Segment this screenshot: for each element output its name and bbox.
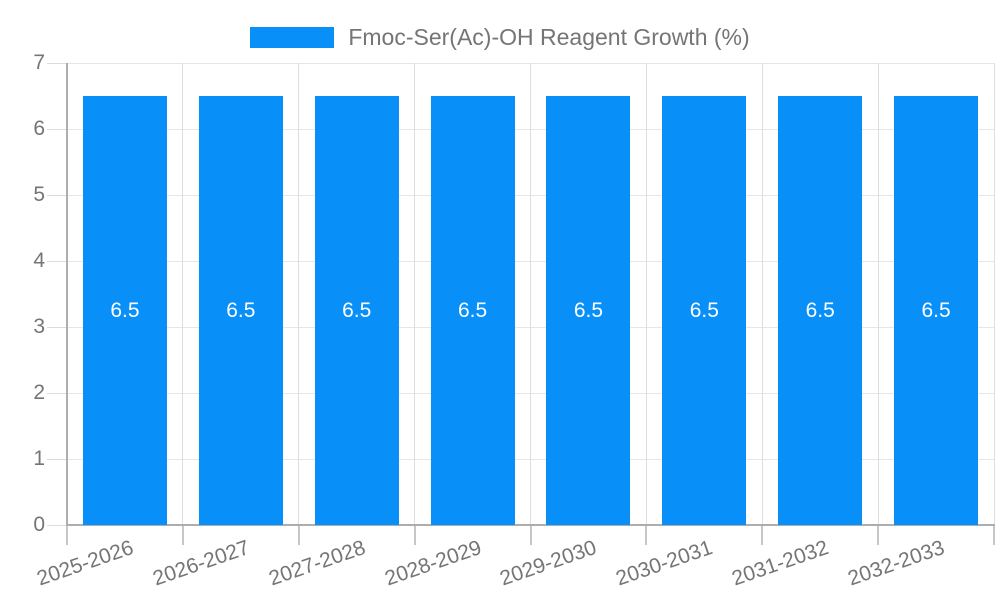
y-tick-label: 0	[33, 513, 45, 536]
y-tick-label: 3	[33, 315, 45, 338]
x-tick-mark	[529, 525, 532, 545]
bar-value-label: 6.5	[457, 298, 488, 322]
y-tick-label: 1	[33, 447, 45, 470]
bar-value-label: 6.5	[921, 298, 951, 322]
bar-value-label: 6.5	[805, 298, 835, 322]
bar[interactable]: 6.5	[778, 96, 863, 525]
y-tick-label: 7	[33, 51, 45, 74]
x-tick-mark	[66, 525, 68, 545]
x-tick-mark	[413, 525, 416, 545]
y-tick-mark	[47, 260, 67, 262]
x-gridline	[182, 63, 184, 525]
bar[interactable]: 6.5	[314, 96, 399, 525]
bar[interactable]: 6.5	[198, 96, 283, 525]
x-gridline	[645, 63, 647, 525]
x-gridline	[414, 63, 416, 525]
y-tick-mark	[47, 326, 67, 328]
y-tick-label: 2	[33, 381, 45, 404]
bar[interactable]: 6.5	[546, 96, 631, 525]
x-gridline	[877, 63, 879, 525]
bar[interactable]: 6.5	[82, 96, 167, 525]
bar-value-label: 6.5	[110, 298, 140, 322]
y-tick-mark	[47, 458, 67, 460]
bar-value-label: 6.5	[342, 298, 372, 322]
x-tick-mark	[181, 525, 184, 545]
x-gridline	[530, 63, 531, 525]
y-tick-label: 4	[33, 249, 45, 272]
legend-label: Fmoc-Ser(Ac)-OH Reagent Growth (%)	[348, 24, 750, 50]
x-gridline	[761, 63, 763, 525]
y-tick-mark	[47, 128, 67, 130]
x-gridline	[993, 63, 995, 525]
y-axis-line	[66, 63, 68, 525]
x-gridline	[298, 63, 300, 525]
legend-swatch	[250, 27, 335, 48]
x-tick-mark	[877, 525, 880, 545]
y-tick-label: 6	[33, 117, 45, 140]
y-tick-mark	[47, 524, 67, 526]
bar-value-label: 6.5	[226, 298, 256, 322]
x-tick-mark	[993, 525, 995, 545]
y-tick-mark	[47, 392, 67, 394]
x-tick-mark	[297, 525, 300, 545]
bar[interactable]: 6.5	[894, 96, 979, 525]
x-tick-mark	[761, 525, 764, 545]
y-tick-mark	[47, 62, 67, 64]
x-axis-line	[66, 524, 995, 526]
bar-value-label: 6.5	[689, 298, 719, 322]
y-tick-label: 5	[33, 183, 45, 206]
bar[interactable]: 6.5	[430, 96, 515, 525]
bar[interactable]: 6.5	[662, 96, 747, 525]
y-tick-mark	[47, 194, 67, 196]
bar-value-label: 6.5	[573, 298, 604, 322]
x-tick-mark	[645, 525, 648, 545]
chart-legend[interactable]: Fmoc-Ser(Ac)-OH Reagent Growth (%)	[0, 24, 1000, 51]
